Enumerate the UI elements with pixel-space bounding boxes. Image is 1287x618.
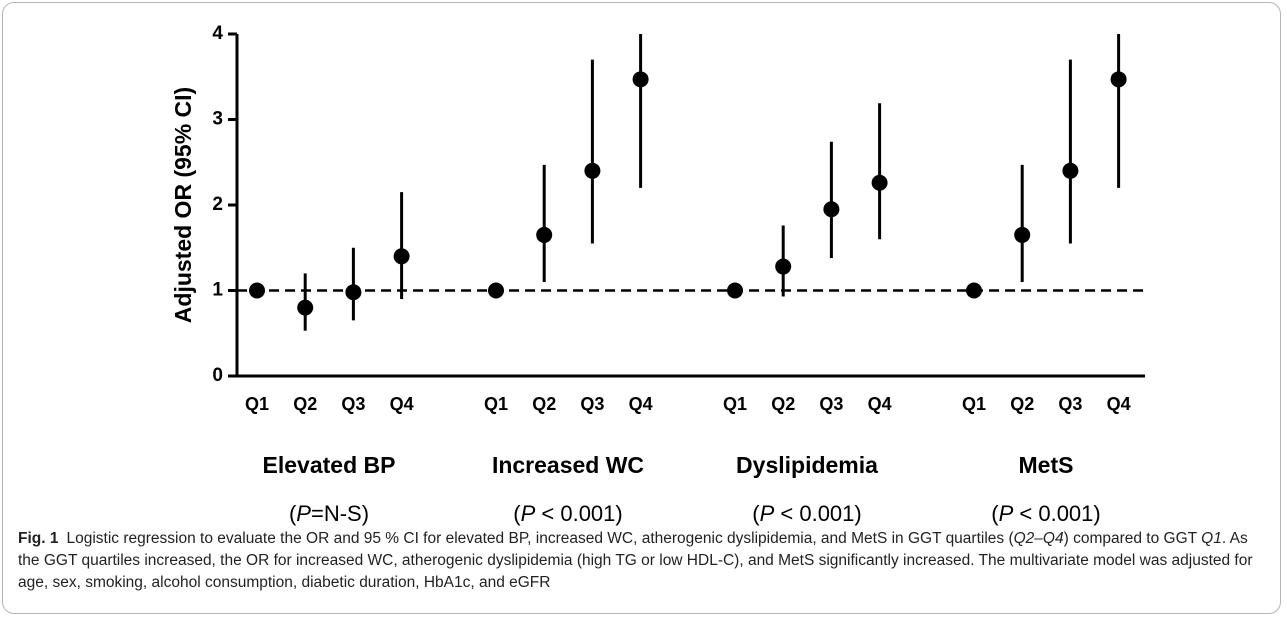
p-open: ( xyxy=(991,501,999,526)
x-tick-label: Q1 xyxy=(723,394,747,414)
point xyxy=(249,282,265,299)
p-value-label: (P=N-S) xyxy=(289,501,369,526)
p-rest: < 0.001) xyxy=(1013,501,1100,526)
point xyxy=(1110,71,1127,88)
p-var: P xyxy=(521,501,536,526)
x-tick-label: Q4 xyxy=(1107,394,1131,414)
x-tick-label: Q1 xyxy=(484,394,508,414)
point xyxy=(1062,162,1079,179)
caption-label: Fig. 1 xyxy=(18,530,59,547)
y-tick-label: 0 xyxy=(212,365,223,386)
y-tick-label: 3 xyxy=(212,109,223,130)
x-tick-label: Q2 xyxy=(771,394,795,414)
point xyxy=(393,248,410,265)
point xyxy=(1014,226,1031,243)
p-value-label: (P < 0.001) xyxy=(752,501,861,526)
x-tick-label: Q3 xyxy=(341,394,365,414)
x-tick-label: Q3 xyxy=(1058,394,1082,414)
p-rest: =N-S) xyxy=(311,501,369,526)
p-rest: < 0.001) xyxy=(774,501,861,526)
p-open: ( xyxy=(513,501,521,526)
point xyxy=(536,226,553,243)
p-open: ( xyxy=(289,501,297,526)
x-tick-label: Q1 xyxy=(962,394,986,414)
x-tick-label: Q3 xyxy=(819,394,843,414)
p-value-label: (P < 0.001) xyxy=(991,501,1100,526)
x-tick-label: Q3 xyxy=(580,394,604,414)
y-tick-label: 2 xyxy=(212,194,223,215)
p-rest: < 0.001) xyxy=(535,501,622,526)
x-tick-label: Q4 xyxy=(868,394,892,414)
caption-text: ) compared to GGT xyxy=(1063,530,1202,547)
chart: Adjusted OR (95% CI) 0 1 2 3 4 Q1 Q2 Q3 Q4 Elevat… xyxy=(170,23,1145,526)
y-tick-label: 1 xyxy=(212,280,223,301)
point xyxy=(727,282,743,299)
x-tick-label: Q2 xyxy=(1010,394,1034,414)
group-label: Elevated BP xyxy=(263,452,396,478)
point xyxy=(775,258,792,275)
point xyxy=(488,282,504,299)
caption: Fig. 1 Logistic regression to evaluate th… xyxy=(18,528,1268,594)
point xyxy=(823,201,840,218)
point xyxy=(871,174,888,191)
point xyxy=(632,71,649,88)
point xyxy=(345,284,362,301)
point xyxy=(584,162,601,179)
y-tick-label: 4 xyxy=(212,23,223,44)
y-axis-label: Adjusted OR (95% CI) xyxy=(170,87,196,323)
x-tick-label: Q2 xyxy=(532,394,556,414)
p-open: ( xyxy=(752,501,760,526)
point xyxy=(966,282,982,299)
group-label: Dyslipidemia xyxy=(736,452,878,478)
x-tick-label: Q4 xyxy=(390,394,414,414)
x-tick-label: Q2 xyxy=(293,394,317,414)
p-var: P xyxy=(999,501,1014,526)
caption-text: Q1 xyxy=(1201,530,1222,547)
p-value-label: (P < 0.001) xyxy=(513,501,622,526)
caption-text: . As the GGT quartiles increased, the OR… xyxy=(18,530,1253,591)
p-var: P xyxy=(296,501,311,526)
caption-text: Logistic regression to evaluate the OR a… xyxy=(66,530,1014,547)
p-var: P xyxy=(760,501,775,526)
caption-text: Q2–Q4 xyxy=(1013,530,1064,547)
group-label: MetS xyxy=(1019,452,1074,478)
x-tick-label: Q4 xyxy=(629,394,653,414)
point xyxy=(297,299,314,316)
group-label: Increased WC xyxy=(492,452,644,478)
x-tick-label: Q1 xyxy=(245,394,269,414)
